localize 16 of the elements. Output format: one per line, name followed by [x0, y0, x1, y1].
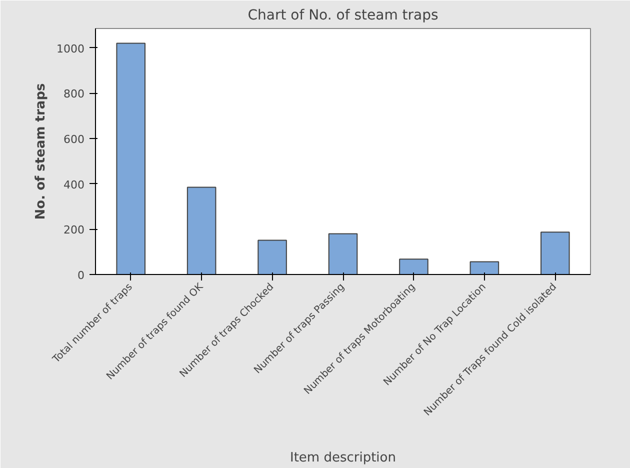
y-tick-label: 1000 — [56, 42, 85, 56]
bar — [470, 261, 500, 274]
y-tick-label: 800 — [64, 88, 85, 101]
y-tick-label: 400 — [64, 178, 85, 192]
bar — [186, 186, 216, 274]
bar — [116, 42, 146, 274]
chart-title: Chart of No. of steam traps — [248, 8, 438, 24]
bar — [328, 233, 358, 274]
x-axis-title: Item description — [290, 450, 396, 466]
bar — [540, 232, 570, 274]
y-tick-label: 600 — [64, 132, 85, 146]
y-tick-label: 0 — [78, 269, 84, 282]
bar — [258, 240, 287, 274]
y-tick-label: 200 — [64, 224, 85, 237]
bar — [399, 258, 428, 274]
y-axis-title: No. of steam traps — [34, 83, 49, 220]
